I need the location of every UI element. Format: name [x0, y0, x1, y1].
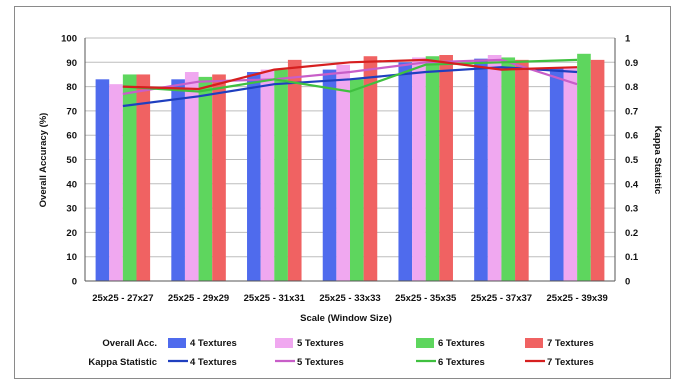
y-tick-label: 30	[66, 204, 77, 215]
legend: Overall Acc. Kappa Statistic 4 Textures 5…	[88, 338, 594, 368]
bar	[260, 69, 275, 281]
bar	[136, 74, 151, 281]
legend-label: 5 Textures	[297, 357, 344, 368]
x-tick-label: 25x25 - 33x33	[319, 293, 380, 304]
y-tick-label: 0	[72, 277, 77, 288]
bars	[95, 53, 605, 282]
bar	[398, 62, 413, 281]
y2-tick-label: 0.5	[625, 155, 639, 166]
legend-label: 7 Textures	[547, 357, 594, 368]
legend-swatch-bar	[168, 338, 186, 348]
bar	[171, 79, 185, 281]
bar	[563, 67, 578, 281]
bar	[425, 56, 440, 281]
bar	[363, 56, 378, 281]
legend-label: 4 Textures	[190, 338, 237, 349]
legend-label: 6 Textures	[438, 357, 485, 368]
legend-swatch-bar	[416, 338, 434, 348]
y-tick-label: 10	[66, 252, 77, 263]
legend-swatch-bar	[525, 338, 543, 348]
y2-tick-label: 0.3	[625, 204, 638, 215]
kappa-line	[122, 58, 578, 95]
y2-tick-label: 0.8	[625, 82, 638, 93]
y2-tick-label: 0.1	[625, 252, 639, 263]
y2-tick-label: 0.6	[625, 131, 638, 142]
y-tick-label: 90	[66, 58, 77, 69]
x-tick-label: 25x25 - 31x31	[244, 293, 306, 304]
bar	[287, 59, 302, 282]
bar	[336, 64, 350, 281]
y-tick-label: 60	[66, 131, 77, 142]
legend-group-label-lines: Kappa Statistic	[88, 357, 157, 368]
x-tick-label: 25x25 - 39x39	[547, 293, 608, 304]
kappa-line	[122, 66, 578, 108]
bar	[95, 79, 110, 281]
bar	[247, 72, 261, 282]
legend-label: 7 Textures	[547, 338, 594, 349]
y2-tick-label: 0.9	[625, 58, 638, 69]
bar	[198, 76, 213, 281]
bar	[412, 57, 426, 281]
x-tick-label: 25x25 - 27x27	[92, 293, 153, 304]
bar	[501, 57, 516, 281]
y2-tick-label: 0.2	[625, 228, 638, 239]
kappa-line	[122, 58, 578, 93]
y-axis-title: Overall Accuracy (%)	[38, 113, 49, 208]
bar	[350, 79, 364, 281]
legend-group-label-bars: Overall Acc.	[102, 338, 157, 349]
bar	[322, 69, 337, 281]
y-tick-label: 50	[66, 155, 77, 166]
y2-tick-label: 0.4	[625, 179, 639, 190]
bar	[184, 72, 199, 282]
bar	[590, 59, 605, 282]
kappa-line	[122, 58, 578, 91]
y-tick-label: 70	[66, 106, 77, 117]
bar	[212, 74, 226, 281]
legend-label: 4 Textures	[190, 357, 237, 368]
kappa-lines	[122, 58, 578, 108]
tick-labels: 0 10 20 30 40 50 60 70 80 90 100 0 0.1 0.2 0.3 0.4 0.5 0.…	[61, 34, 639, 305]
x-tick-label: 25x25 - 37x37	[471, 293, 532, 304]
bar	[487, 55, 502, 282]
y-tick-label: 80	[66, 82, 77, 93]
bar	[474, 58, 488, 281]
y-tick-label: 20	[66, 228, 77, 239]
legend-label: 6 Textures	[438, 338, 485, 349]
bar	[274, 69, 288, 281]
y2-tick-label: 0	[625, 277, 630, 288]
bar	[122, 74, 137, 281]
bar	[109, 84, 123, 281]
x-tick-label: 25x25 - 35x35	[395, 293, 457, 304]
x-axis-title: Scale (Window Size)	[300, 313, 392, 324]
bar	[577, 53, 591, 281]
bar	[439, 55, 453, 282]
y-tick-label: 40	[66, 179, 77, 190]
bar	[515, 59, 529, 282]
legend-label: 5 Textures	[297, 338, 344, 349]
y2-tick-label: 1	[625, 34, 631, 45]
y-tick-label: 100	[61, 34, 77, 45]
bar	[549, 67, 564, 281]
y2-axis-title: Kappa Statistic	[652, 126, 663, 195]
legend-swatch-bar	[275, 338, 293, 348]
x-tick-label: 25x25 - 29x29	[168, 293, 229, 304]
y2-tick-label: 0.7	[625, 106, 638, 117]
axes	[84, 38, 616, 282]
